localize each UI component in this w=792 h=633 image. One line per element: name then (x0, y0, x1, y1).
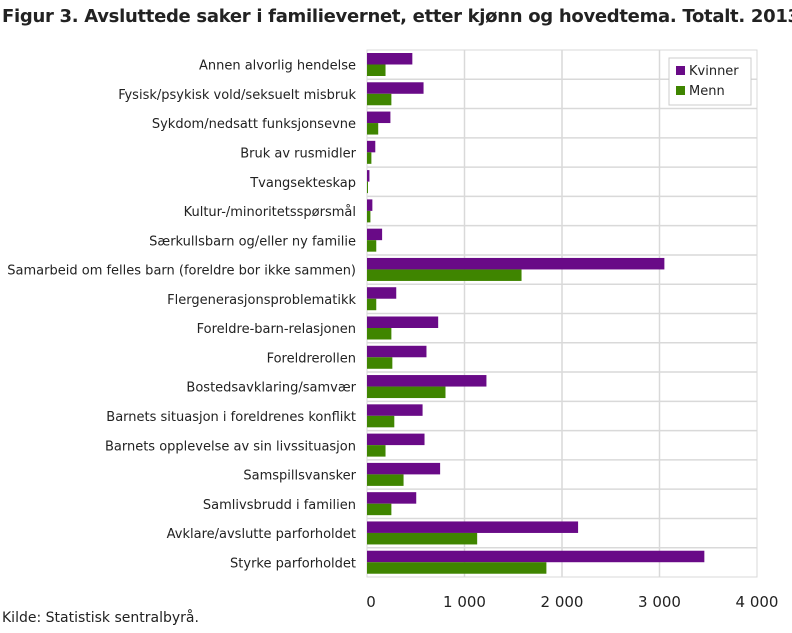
category-label: Avklare/avslutte parforholdet (167, 527, 356, 542)
bar-menn (367, 240, 377, 252)
category-label: Bostedsavklaring/samvær (186, 381, 356, 396)
bar-kvinner (367, 433, 425, 446)
category-label: Flergenerasjonsproblematikk (167, 293, 356, 308)
category-label: Kultur-/minoritetsspørsmål (184, 205, 356, 220)
bar-kvinner (367, 170, 370, 182)
bar-menn (367, 93, 392, 106)
bar-menn (367, 210, 371, 223)
category-label: Foreldrerollen (267, 351, 356, 366)
bar-menn (367, 445, 386, 457)
x-tick-label: 0 (366, 593, 376, 611)
bar-kvinner (367, 521, 579, 533)
category-label: Foreldre-barn-relasjonen (197, 322, 356, 337)
category-label: Samarbeid om felles barn (foreldre bor i… (7, 264, 356, 279)
category-label: Styrke parforholdet (230, 556, 356, 571)
source-note: Kilde: Statistisk sentralbyrå. (2, 610, 199, 626)
bar-menn (367, 123, 379, 135)
bar-menn (367, 562, 547, 574)
category-label: Sykdom/nedsatt funksjonsevne (152, 117, 356, 132)
bar-kvinner (367, 53, 413, 65)
bar-kvinner (367, 404, 423, 416)
legend-swatch-menn (676, 86, 685, 95)
bar-kvinner (367, 257, 665, 270)
bar-kvinner (367, 462, 441, 475)
bar-kvinner (367, 199, 373, 211)
bar-menn (367, 357, 393, 369)
category-label: Annen alvorlig hendelse (199, 59, 356, 74)
bar-kvinner (367, 140, 376, 153)
bar-kvinner (367, 82, 424, 94)
bar-kvinner (367, 550, 705, 563)
legend-box (668, 57, 752, 106)
legend-swatch-kvinner (676, 66, 685, 75)
category-label: Samlivsbrudd i familien (203, 498, 356, 513)
bar-menn (367, 152, 372, 164)
bar-menn (367, 474, 404, 486)
bar-menn (367, 298, 377, 311)
category-label: Tvangsekteskap (249, 176, 356, 191)
legend-label-kvinner: Kvinner (689, 64, 739, 79)
category-label: Samspillsvansker (243, 469, 356, 484)
bar-menn (367, 269, 522, 281)
bar-kvinner (367, 345, 427, 358)
x-tick-label: 3 000 (638, 593, 681, 611)
bar-menn (367, 415, 395, 428)
bar-menn (367, 503, 392, 516)
bar-kvinner (367, 375, 487, 387)
bar-kvinner (367, 111, 391, 124)
category-label: Barnets situasjon i foreldrenes konflikt (106, 410, 356, 425)
bar-menn (367, 64, 386, 76)
category-label: Barnets opplevelse av sin livssituasjon (105, 439, 356, 454)
bar-menn (367, 181, 368, 194)
x-tick-label: 1 000 (443, 593, 486, 611)
bar-menn (367, 328, 392, 340)
legend-label-menn: Menn (689, 84, 725, 99)
bar-kvinner (367, 287, 397, 299)
category-label: Bruk av rusmidler (240, 146, 356, 161)
bar-menn (367, 532, 478, 545)
bar-menn (367, 386, 446, 399)
x-tick-label: 2 000 (541, 593, 584, 611)
chart-title: Figur 3. Avsluttede saker i familieverne… (2, 6, 792, 27)
bar-kvinner (367, 492, 417, 504)
bar-kvinner (367, 316, 439, 328)
x-tick-label: 4 000 (736, 593, 779, 611)
category-label: Særkullsbarn og/eller ny familie (149, 234, 356, 249)
bar-kvinner (367, 228, 383, 241)
category-label: Fysisk/psykisk vold/seksuelt misbruk (118, 88, 356, 103)
